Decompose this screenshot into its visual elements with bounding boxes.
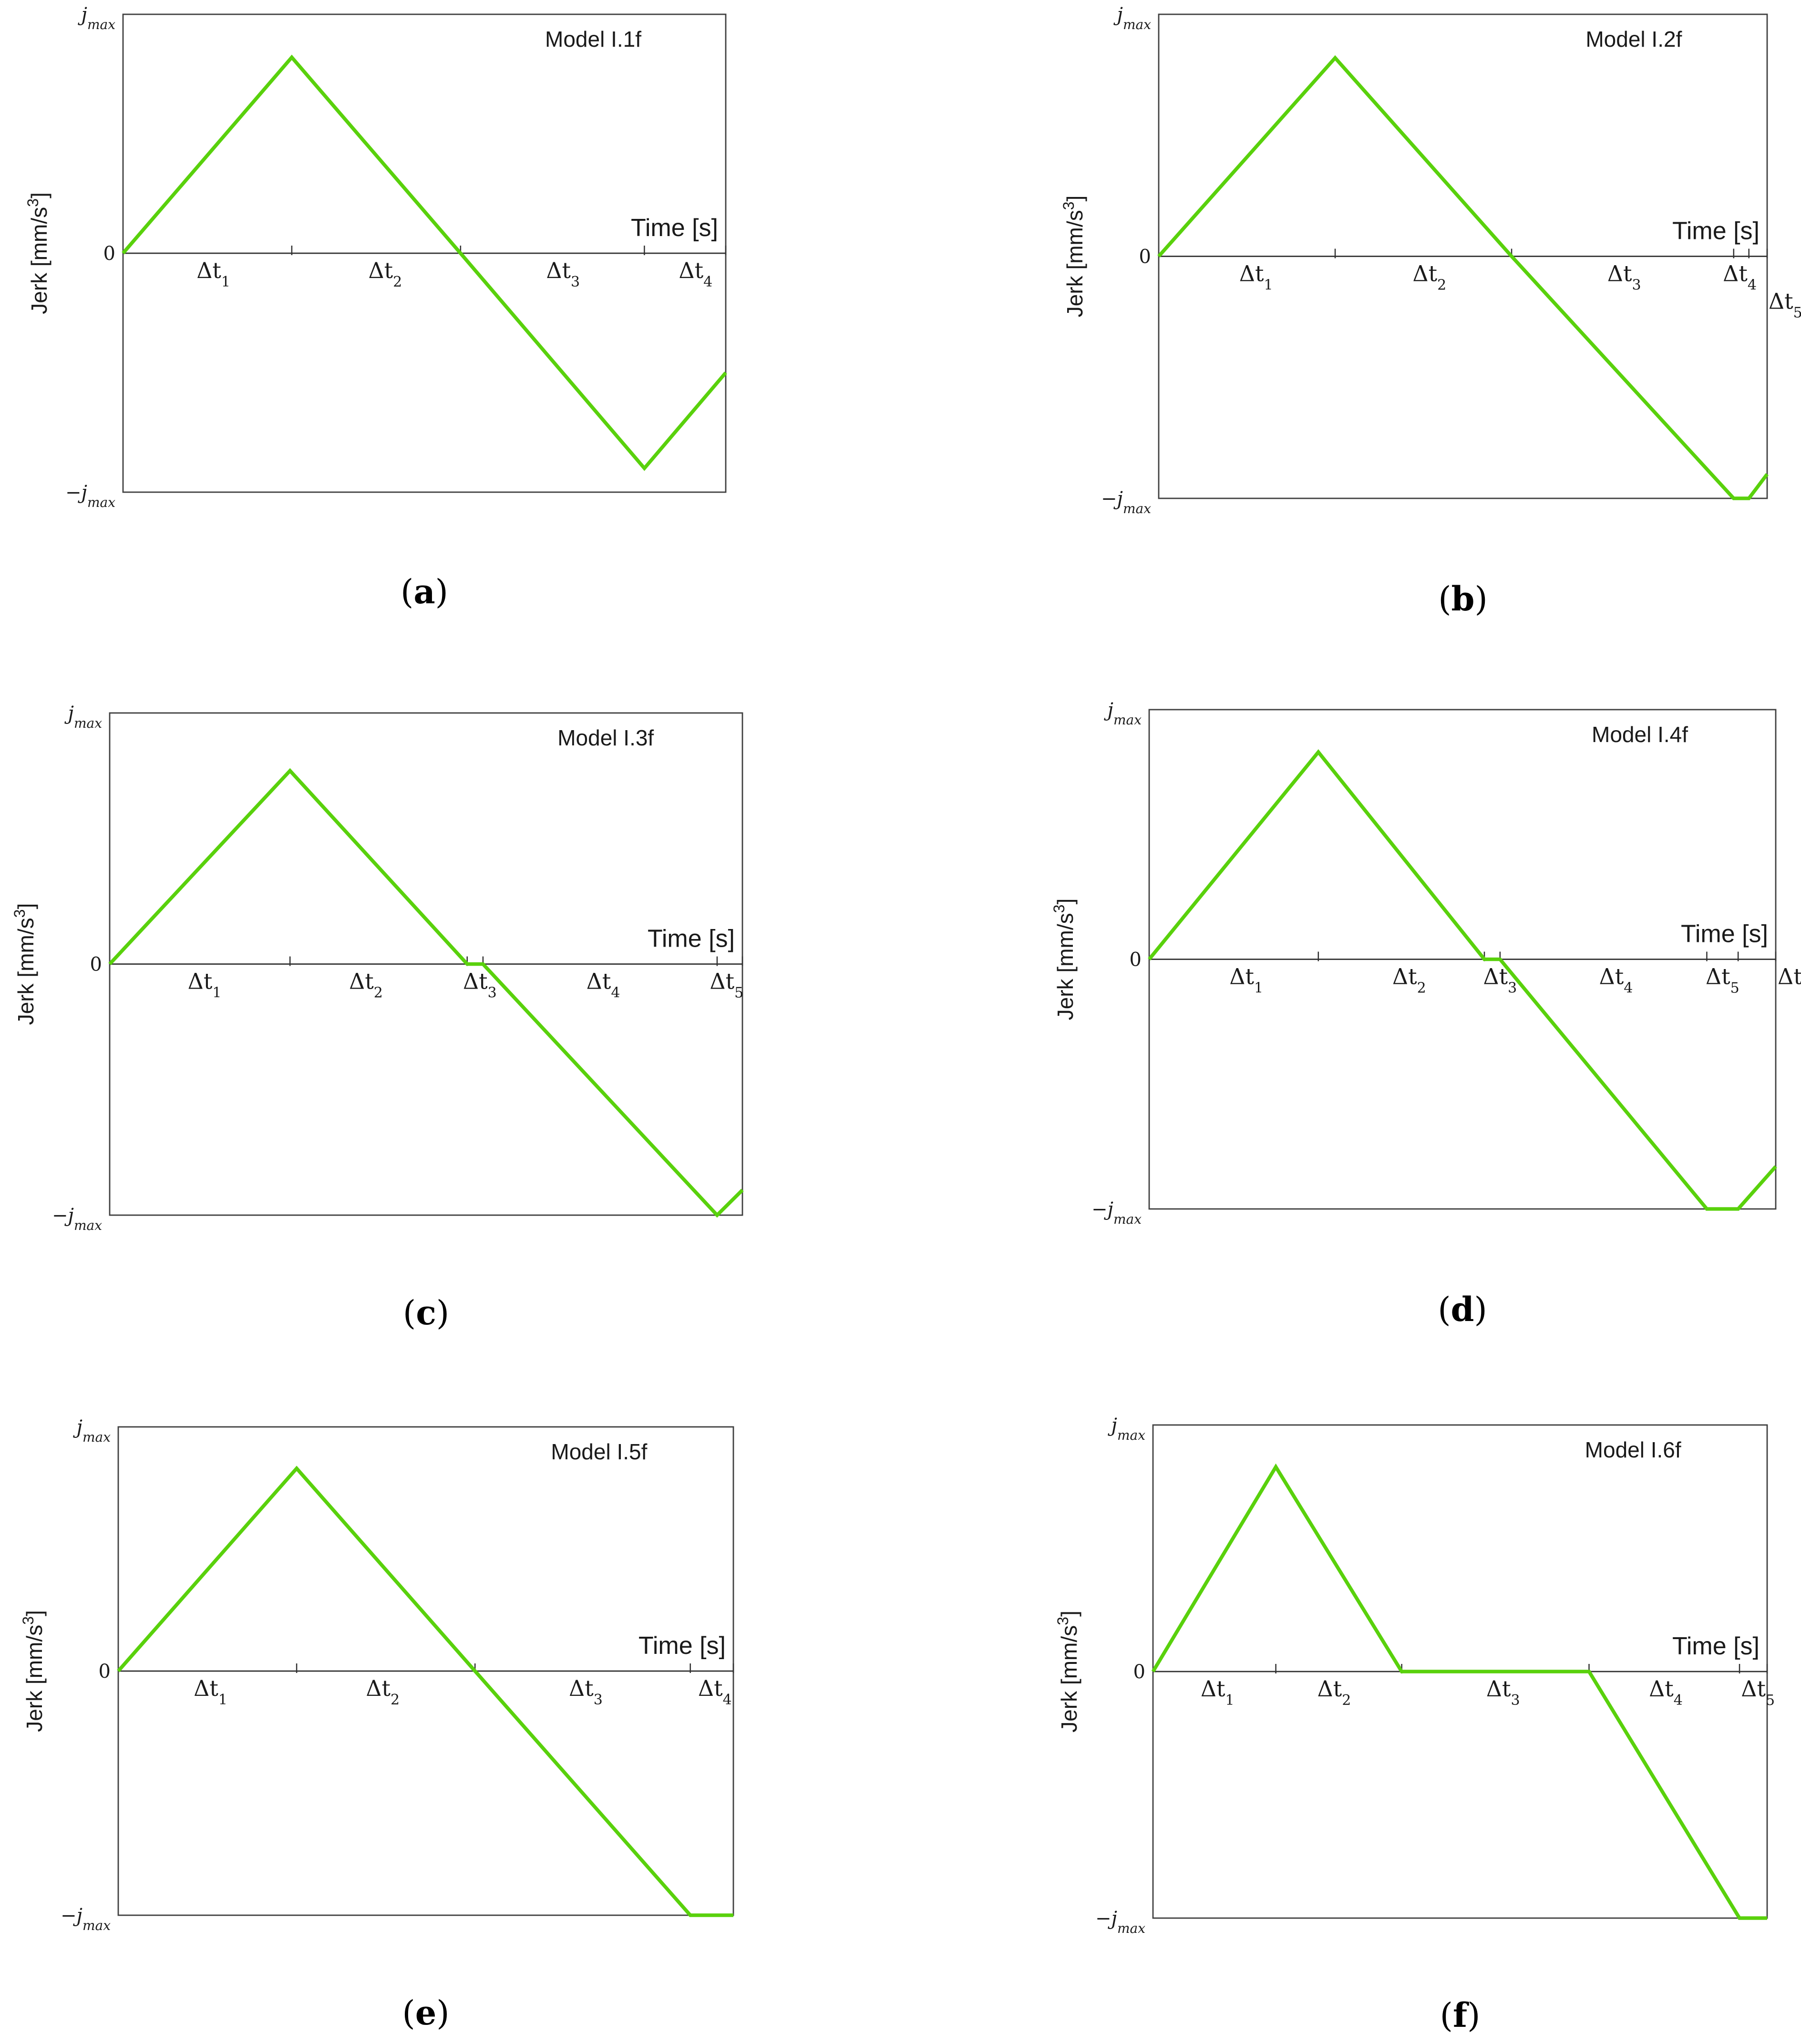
interval-label: Δt3 [546,258,580,290]
y-tick-label: 0 [99,1661,111,1683]
interval-label: Δt4 [587,969,620,1001]
y-axis-label: Jerk [mm/s3] [1054,1610,1081,1732]
panel-c: Model I.3f Time [s] Jerk [mm/s3] jmax 0 −jmax… [11,702,744,1332]
interval-label: Δt2 [1317,1676,1351,1709]
y-axis-label: Jerk [mm/s3] [11,903,38,1025]
y-axis-label: Jerk [mm/s3] [20,1610,47,1732]
interval-label: Δt2 [1392,964,1426,997]
interval-label: Δt1 [1229,964,1263,997]
y-tick-label: −jmax [1091,1198,1142,1227]
interval-label: Δt6 [1778,964,1801,997]
x-axis-label: Time [s] [1672,1632,1760,1660]
jerk-profile-line [108,768,744,1218]
panel-title: Model I.2f [1585,27,1682,52]
interval-label: Δt3 [1486,1676,1520,1709]
x-axis-label: Time [s] [638,1632,726,1660]
interval-label: Δt3 [1607,261,1641,294]
panel-caption: (c) [403,1293,449,1332]
interval-label: Δt4 [679,258,712,290]
panel-caption: (f) [1440,1995,1481,2035]
y-tick-label: −jmax [61,1905,111,1933]
panel-e: Model I.5f Time [s] Jerk [mm/s3] jmax 0 −jmax… [20,1416,734,2033]
interval-label: Δt1 [1201,1676,1235,1709]
y-tick-label: −jmax [65,482,115,510]
interval-label: Δt5 [1706,964,1739,997]
jerk-profile-line [117,1466,733,1917]
interval-label: Δt3 [463,969,497,1001]
interval-label: Δt1 [194,1675,227,1708]
jerk-profile-line [122,54,727,471]
y-tick-label: jmax [78,4,116,32]
y-tick-label: −jmax [1101,488,1151,516]
y-tick-label: jmax [1108,1414,1146,1443]
panel-title: Model I.1f [545,27,641,52]
x-axis-label: Time [s] [1672,217,1760,245]
y-tick-label: −jmax [1095,1908,1145,1936]
interval-label: Δt2 [366,1675,400,1708]
x-axis-label: Time [s] [631,214,718,242]
y-tick-label: −jmax [52,1205,102,1233]
panel-caption: (e) [402,1993,449,2033]
y-tick-label: 0 [90,954,102,976]
y-tick-label: 0 [1139,246,1151,268]
interval-label: Δt1 [1239,261,1273,294]
panel-f: Model I.6f Time [s] Jerk [mm/s3] jmax 0 −jmax… [1054,1414,1775,2035]
interval-label: Δt3 [1483,964,1517,997]
y-axis-label: Jerk [mm/s3] [1060,196,1087,317]
interval-label: Δt5 [1769,289,1801,321]
interval-label: Δt3 [569,1675,603,1708]
panel-d: Model I.4f Time [s] Jerk [mm/s3] jmax 0 −jmax… [1050,699,1801,1329]
panel-title: Model I.6f [1585,1437,1681,1462]
interval-label: Δt4 [1649,1676,1683,1709]
panel-caption: (a) [401,572,448,611]
interval-label: Δt4 [1723,261,1757,294]
jerk-profile-line [1151,1463,1767,1920]
interval-label: Δt1 [196,258,230,290]
interval-label: Δt2 [1412,261,1446,294]
interval-label: Δt4 [698,1675,732,1708]
panel-title: Model I.4f [1592,722,1688,747]
panel-a: Model I.1f Time [s] Jerk [mm/s3] jmax 0 −jmax… [24,4,727,611]
y-tick-label: jmax [73,1416,111,1445]
jerk-profile-line [1157,55,1769,500]
x-axis-label: Time [s] [1681,920,1768,948]
panel-b: Model I.2f Time [s] Jerk [mm/s3] jmax 0 −jmax… [1060,4,1801,619]
interval-label: Δt4 [1599,964,1633,997]
panel-title: Model I.3f [557,725,654,750]
panel-caption: (b) [1438,579,1488,619]
interval-label: Δt1 [188,969,222,1001]
interval-label: Δt5 [1741,1676,1775,1709]
y-axis-label: Jerk [mm/s3] [24,192,51,314]
y-tick-label: 0 [103,243,115,265]
y-tick-label: jmax [1104,699,1142,728]
y-tick-label: jmax [64,702,103,731]
y-tick-label: jmax [1113,4,1152,32]
y-axis-label: Jerk [mm/s3] [1050,898,1078,1020]
jerk-profile-line [1148,749,1777,1211]
panel-title: Model I.5f [551,1439,647,1464]
y-tick-label: 0 [1130,949,1142,971]
x-axis-label: Time [s] [648,925,735,953]
panel-caption: (d) [1438,1290,1487,1329]
interval-label: Δt2 [368,258,402,290]
interval-label: Δt5 [710,969,743,1001]
interval-label: Δt2 [349,969,383,1001]
y-tick-label: 0 [1133,1661,1145,1683]
